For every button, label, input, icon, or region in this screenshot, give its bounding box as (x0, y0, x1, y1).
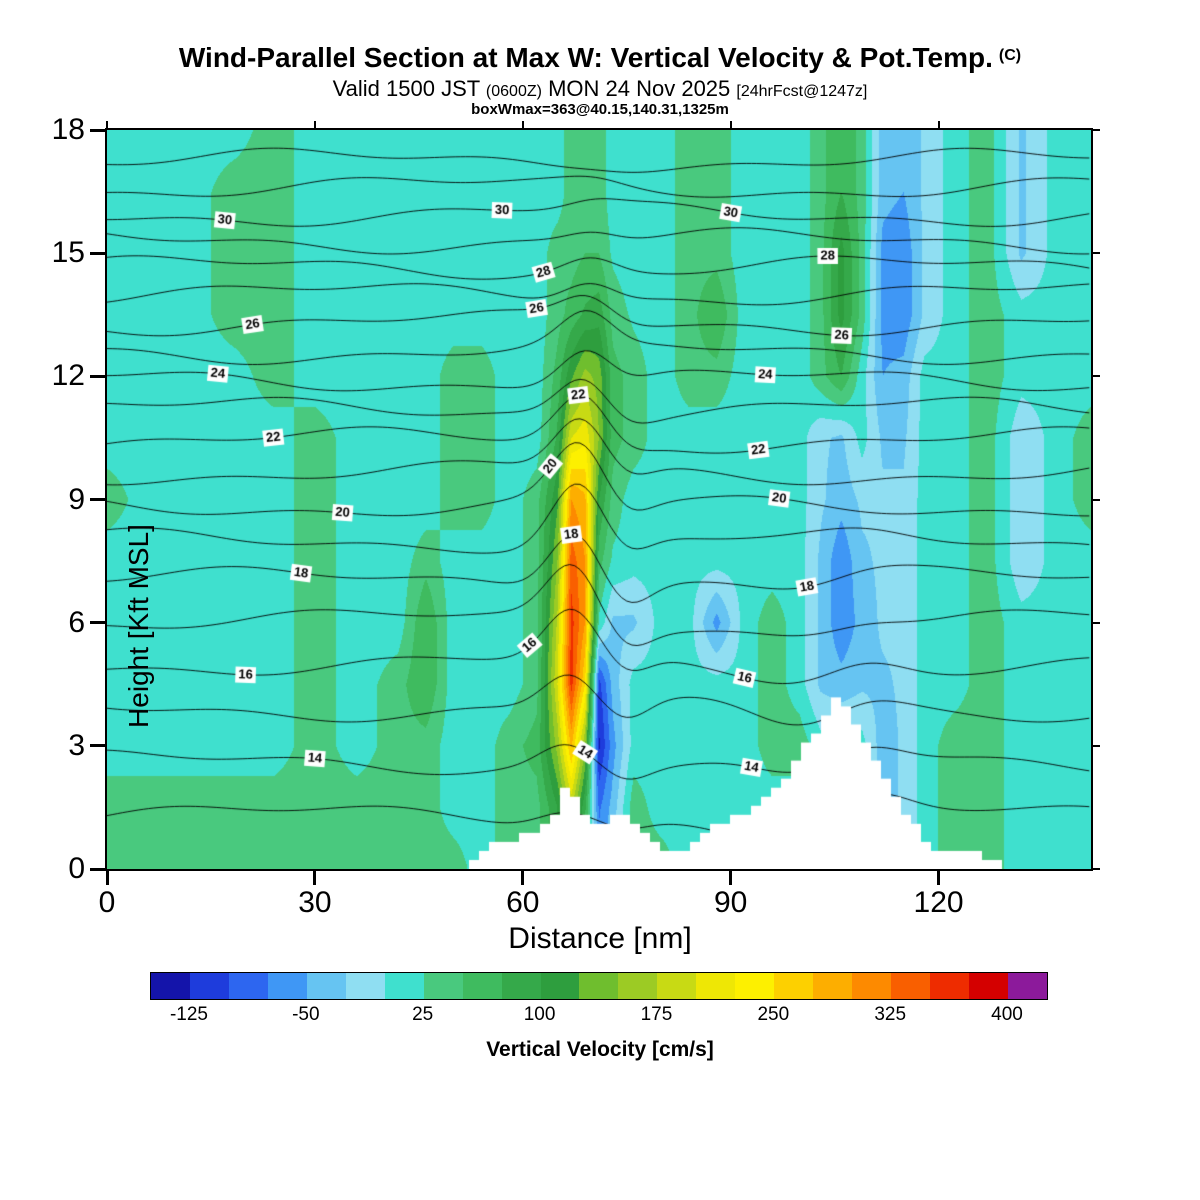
valid-date: MON 24 Nov 2025 (548, 76, 731, 101)
colorbar-segment (657, 973, 697, 999)
colorbar-tick-label: 25 (412, 1004, 434, 1025)
colorbar-segment (540, 973, 580, 999)
y-tick (90, 128, 105, 132)
colorbar-segment (813, 973, 853, 999)
y-tick-right (1093, 129, 1100, 131)
colorbar-segment (891, 973, 931, 999)
colorbar-title: Vertical Velocity [cm/s] (486, 1038, 714, 1061)
colorbar-tick-label: 100 (523, 1004, 556, 1025)
colorbar-segment (774, 973, 814, 999)
colorbar-segment (735, 973, 775, 999)
y-tick-right (1093, 252, 1100, 255)
x-tick (521, 871, 525, 885)
colorbar-segment (618, 973, 658, 999)
colorbar-segment (969, 973, 1008, 999)
y-tick (90, 498, 105, 501)
x-tick (313, 871, 317, 885)
colorbar-tick-labels: -125 -50 25 100 175 250 325 400 (0, 1004, 1200, 1028)
x-tick (729, 871, 733, 885)
y-tick (90, 374, 105, 378)
x-tick (937, 871, 941, 885)
colorbar-segment (462, 973, 502, 999)
y-tick-right (1093, 375, 1100, 378)
y-tick-right (1093, 621, 1100, 624)
colorbar-segment (696, 973, 736, 999)
colorbar-segment (930, 973, 970, 999)
colorbar-tick-label: -125 (169, 1004, 208, 1025)
max-w-annotation: boxWmax=363@40.15,140.31,1325m (471, 101, 729, 118)
colorbar-segment (423, 973, 463, 999)
x-tick-label: 30 (298, 886, 332, 919)
colorbar-segment (228, 973, 268, 999)
x-tick-top (937, 121, 940, 128)
y-tick-right (1093, 868, 1100, 870)
x-tick-top (521, 121, 524, 128)
colorbar-tick-label: -50 (292, 1004, 320, 1025)
y-tick (90, 621, 105, 625)
y-tick-label: 18 (51, 113, 85, 146)
plot-frame: Height [Kft MSL] (105, 128, 1093, 871)
cross-section-plot-canvas (107, 130, 1091, 869)
y-tick-right (1093, 498, 1100, 501)
colorbar-tick-label: 325 (874, 1004, 907, 1025)
x-axis-label: Distance [nm] (508, 922, 692, 955)
colorbar-segment (852, 973, 892, 999)
y-tick-label: 3 (68, 728, 85, 762)
colorbar-segment (345, 973, 385, 999)
valid-utc: (0600Z) (485, 83, 542, 100)
valid-time-line: Valid 1500 JST (0600Z) MON 24 Nov 2025 [… (0, 76, 1200, 102)
y-tick-label: 6 (68, 605, 85, 639)
colorbar (150, 972, 1048, 1000)
colorbar-tick-label: 400 (991, 1004, 1023, 1025)
page-title: Wind-Parallel Section at Max W: Vertical… (178, 42, 993, 73)
y-tick-label: 12 (51, 359, 85, 393)
x-tick-label: 60 (506, 886, 540, 919)
y-tick (90, 744, 105, 748)
page-title-line: Wind-Parallel Section at Max W: Vertical… (0, 42, 1200, 74)
x-tick-label: 90 (713, 886, 748, 919)
colorbar-segment (267, 973, 307, 999)
colorbar-segment (1007, 973, 1047, 999)
y-tick-label: 9 (68, 482, 85, 516)
x-tick-top (106, 121, 108, 128)
y-tick-label: 0 (68, 852, 85, 885)
colorbar-segment (579, 973, 619, 999)
x-tick (105, 871, 109, 885)
x-tick-top (313, 121, 316, 128)
y-tick-label: 15 (51, 236, 85, 270)
colorbar-segment (151, 973, 190, 999)
x-tick-top (729, 121, 732, 128)
colorbar-tick-label: 250 (757, 1004, 790, 1025)
y-tick (90, 251, 105, 255)
colorbar-segment (189, 973, 229, 999)
colorbar-segment (306, 973, 346, 999)
colorbar-tick-label: 175 (640, 1004, 673, 1025)
colorbar-segment (501, 973, 541, 999)
x-tick-label: 0 (98, 886, 116, 919)
title-unit: (C) (998, 47, 1022, 64)
x-tick-label: 120 (913, 886, 964, 919)
colorbar-segment (384, 973, 424, 999)
y-tick (90, 867, 105, 871)
y-tick-right (1093, 744, 1100, 747)
y-axis-label: Height [Kft MSL] (123, 524, 154, 728)
forecast-ref: [24hrFcst@1247z] (736, 83, 868, 100)
valid-time: Valid 1500 JST (332, 76, 480, 101)
